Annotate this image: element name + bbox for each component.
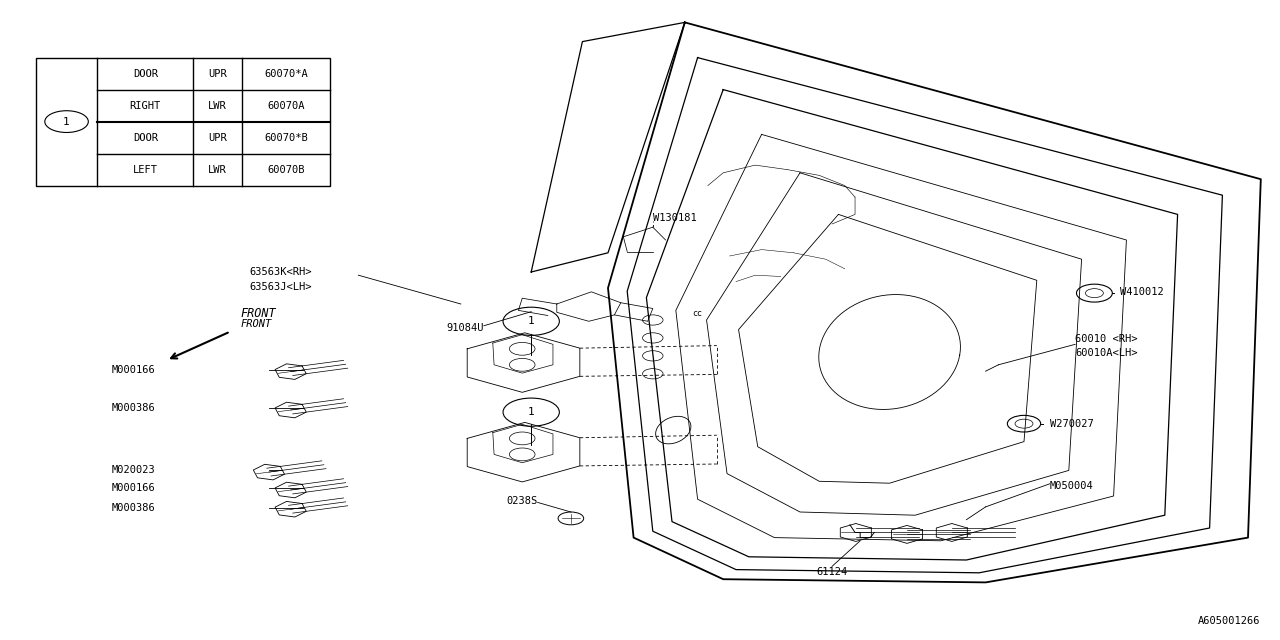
Text: RIGHT: RIGHT <box>129 100 161 111</box>
Text: 91084U: 91084U <box>447 323 484 333</box>
Text: LEFT: LEFT <box>133 164 157 175</box>
Text: A605001266: A605001266 <box>1198 616 1261 626</box>
Text: 60070B: 60070B <box>268 164 305 175</box>
Text: W270027: W270027 <box>1050 419 1093 429</box>
Text: 63563J<LH>: 63563J<LH> <box>250 282 312 292</box>
Text: M000386: M000386 <box>111 502 155 513</box>
Text: 61124: 61124 <box>817 567 847 577</box>
Text: 60010 <RH>: 60010 <RH> <box>1075 334 1138 344</box>
Text: 60070*A: 60070*A <box>264 68 308 79</box>
Text: cc: cc <box>692 309 703 318</box>
Text: M020023: M020023 <box>111 465 155 476</box>
Text: 63563K<RH>: 63563K<RH> <box>250 267 312 277</box>
Text: W410012: W410012 <box>1120 287 1164 297</box>
Text: 1: 1 <box>527 407 535 417</box>
Text: 60010A<LH>: 60010A<LH> <box>1075 348 1138 358</box>
Text: FRONT: FRONT <box>241 307 276 320</box>
Text: UPR: UPR <box>209 68 227 79</box>
Text: 60070A: 60070A <box>268 100 305 111</box>
Text: 1: 1 <box>527 316 535 326</box>
Text: LWR: LWR <box>209 100 227 111</box>
Text: LWR: LWR <box>209 164 227 175</box>
Text: M000166: M000166 <box>111 483 155 493</box>
Text: DOOR: DOOR <box>133 68 157 79</box>
Text: UPR: UPR <box>209 132 227 143</box>
Text: M000386: M000386 <box>111 403 155 413</box>
Text: M000166: M000166 <box>111 365 155 375</box>
Text: M050004: M050004 <box>1050 481 1093 492</box>
Text: FRONT: FRONT <box>241 319 271 330</box>
Text: 1: 1 <box>63 116 70 127</box>
Text: 60070*B: 60070*B <box>264 132 308 143</box>
Text: DOOR: DOOR <box>133 132 157 143</box>
Bar <box>36 58 330 186</box>
Text: W130181: W130181 <box>653 212 696 223</box>
Text: 0238S: 0238S <box>507 496 538 506</box>
